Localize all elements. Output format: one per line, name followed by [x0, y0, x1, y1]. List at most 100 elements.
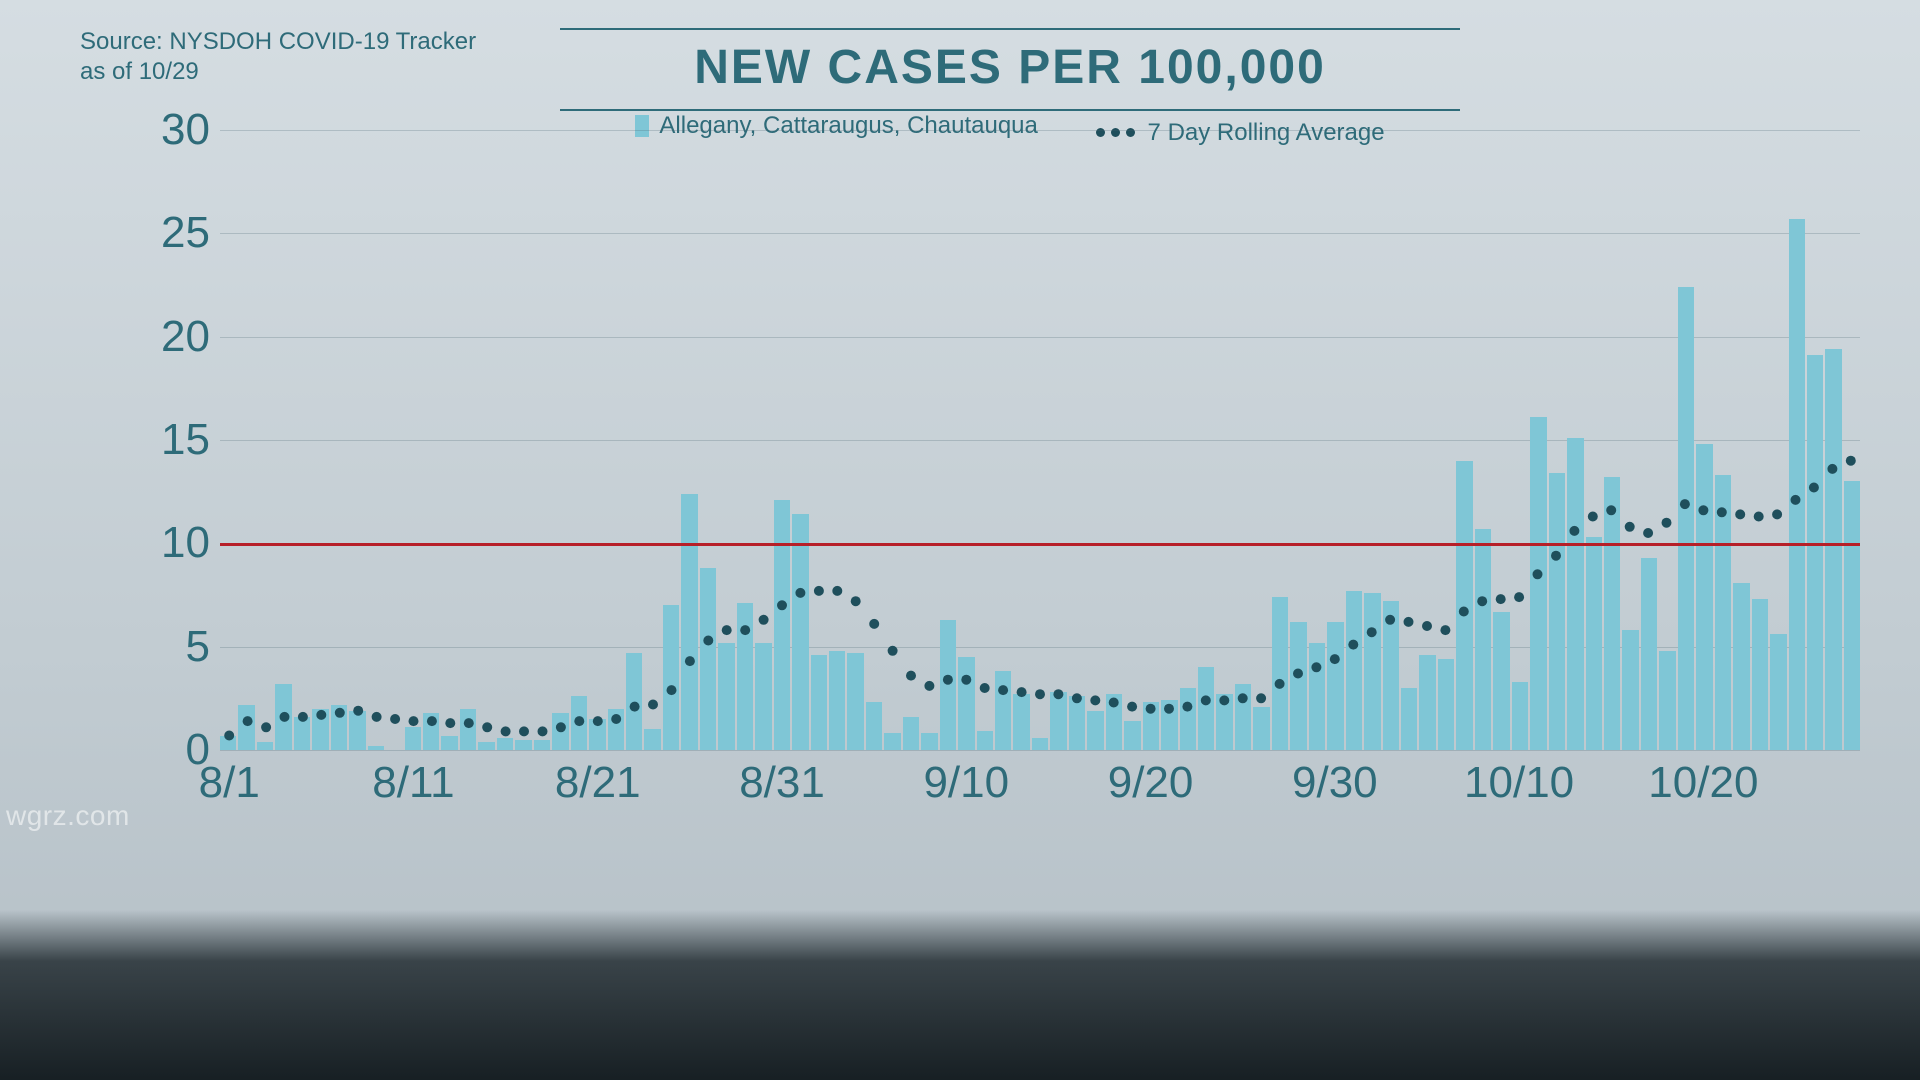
x-tick-label: 8/31: [739, 758, 825, 808]
avg-dot: [1219, 695, 1229, 705]
avg-dot: [1698, 505, 1708, 515]
avg-dot: [1514, 592, 1524, 602]
avg-dot: [224, 731, 234, 741]
y-tick-label: 25: [130, 208, 210, 258]
avg-dot: [1791, 495, 1801, 505]
avg-dot: [335, 708, 345, 718]
avg-dot: [243, 716, 253, 726]
avg-dot: [464, 718, 474, 728]
avg-dot: [1717, 507, 1727, 517]
avg-dot: [574, 716, 584, 726]
avg-dot: [980, 683, 990, 693]
avg-dot: [961, 675, 971, 685]
avg-dot: [482, 722, 492, 732]
x-tick-label: 8/21: [555, 758, 641, 808]
avg-dot: [1404, 617, 1414, 627]
source-attribution: Source: NYSDOH COVID-19 Tracker as of 10…: [80, 28, 476, 86]
avg-dot: [906, 671, 916, 681]
avg-dot: [1533, 569, 1543, 579]
avg-dot: [1809, 483, 1819, 493]
x-axis-labels: 8/18/118/218/319/109/209/3010/1010/20: [220, 758, 1860, 818]
avg-dot: [372, 712, 382, 722]
avg-dot: [1422, 621, 1432, 631]
avg-dot: [353, 706, 363, 716]
avg-dot: [427, 716, 437, 726]
avg-dot: [1090, 695, 1100, 705]
avg-dot: [1551, 551, 1561, 561]
avg-dot: [1109, 698, 1119, 708]
avg-dot: [869, 619, 879, 629]
y-tick-label: 20: [130, 312, 210, 362]
avg-dot: [445, 718, 455, 728]
avg-dot: [1827, 464, 1837, 474]
avg-dot: [1072, 693, 1082, 703]
avg-dot: [722, 625, 732, 635]
avg-dot: [1754, 512, 1764, 522]
avg-dot: [703, 636, 713, 646]
avg-dot: [943, 675, 953, 685]
avg-dot: [1367, 627, 1377, 637]
avg-dot: [556, 722, 566, 732]
avg-dot: [685, 656, 695, 666]
source-line-2: as of 10/29: [80, 58, 476, 86]
avg-dot: [740, 625, 750, 635]
broadcast-frame: wgrz.com Source: NYSDOH COVID-19 Tracker…: [0, 0, 1920, 1080]
avg-dot: [1459, 607, 1469, 617]
x-tick-label: 10/20: [1648, 758, 1758, 808]
avg-dot: [1569, 526, 1579, 536]
avg-dot: [795, 588, 805, 598]
avg-dot: [1256, 693, 1266, 703]
avg-dot: [1440, 625, 1450, 635]
avg-dot: [519, 726, 529, 736]
avg-dot: [1772, 509, 1782, 519]
avg-dot: [409, 716, 419, 726]
avg-dot: [1146, 704, 1156, 714]
avg-dot: [538, 726, 548, 736]
avg-dot: [1846, 456, 1856, 466]
avg-dot: [814, 586, 824, 596]
avg-dot: [1035, 689, 1045, 699]
avg-dot: [832, 586, 842, 596]
avg-dot: [1127, 702, 1137, 712]
avg-dot: [851, 596, 861, 606]
avg-dot: [1164, 704, 1174, 714]
avg-dot: [611, 714, 621, 724]
avg-dot: [924, 681, 934, 691]
avg-dot: [280, 712, 290, 722]
chart: 051015202530 8/18/118/218/319/109/209/30…: [110, 130, 1870, 850]
y-tick-label: 15: [130, 415, 210, 465]
avg-dot: [1330, 654, 1340, 664]
avg-dot: [1275, 679, 1285, 689]
avg-dot: [1588, 512, 1598, 522]
rolling-average-overlay: [220, 130, 1860, 750]
avg-dot: [1662, 518, 1672, 528]
avg-dot: [1293, 669, 1303, 679]
chart-title: NEW CASES PER 100,000: [560, 28, 1460, 111]
x-tick-label: 10/10: [1464, 758, 1574, 808]
avg-dot: [888, 646, 898, 656]
y-tick-label: 5: [130, 622, 210, 672]
x-tick-label: 9/20: [1108, 758, 1194, 808]
avg-dot: [501, 726, 511, 736]
avg-dot: [1680, 499, 1690, 509]
avg-dot: [667, 685, 677, 695]
avg-dot: [1238, 693, 1248, 703]
avg-dot: [998, 685, 1008, 695]
avg-dot: [1201, 695, 1211, 705]
avg-dot: [1643, 528, 1653, 538]
avg-dot: [1182, 702, 1192, 712]
source-line-1: Source: NYSDOH COVID-19 Tracker: [80, 28, 476, 56]
x-tick-label: 9/30: [1292, 758, 1378, 808]
avg-dot: [298, 712, 308, 722]
y-tick-label: 10: [130, 518, 210, 568]
avg-dot: [1385, 615, 1395, 625]
avg-dot: [261, 722, 271, 732]
avg-dot: [390, 714, 400, 724]
avg-dot: [1053, 689, 1063, 699]
avg-dot: [1348, 640, 1358, 650]
avg-dot: [630, 702, 640, 712]
gridline: [220, 750, 1860, 751]
avg-dot: [648, 700, 658, 710]
avg-dot: [759, 615, 769, 625]
threshold-line: [220, 543, 1860, 546]
